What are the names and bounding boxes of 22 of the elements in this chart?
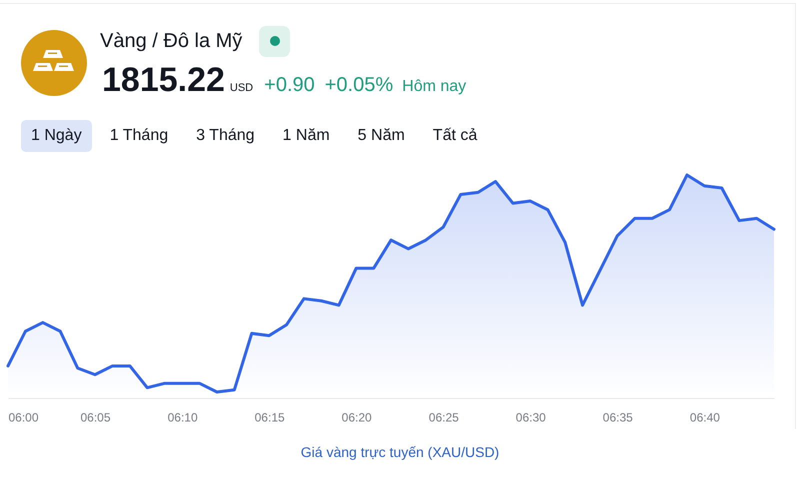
time-range-tab[interactable]: Tất cả [422,120,488,152]
x-tick-label: 06:25 [428,410,460,424]
text: +0.05% [324,74,394,97]
x-tick-label: 06:35 [602,410,634,424]
text: Giá vàng trực tuyến (XAU/USD) [300,444,500,460]
time-range-tab[interactable]: 3 Tháng [186,120,265,152]
x-tick-label: 06:40 [690,410,720,424]
text: Hôm nay [402,78,466,96]
x-tick-label: 06:30 [516,410,546,424]
x-tick-label: 06:05 [80,410,111,424]
x-tick-label: 06:00 [8,410,39,424]
x-tick-label: 06:20 [342,410,372,424]
text: +0.90 [264,74,315,97]
text: USD [230,82,254,94]
time-range-tab[interactable]: 1 Năm [272,120,340,152]
x-tick-label: 06:15 [254,410,285,424]
time-range-tab[interactable]: 1 Tháng [100,120,178,152]
chart-title: Vàng / Đô la Mỹ [100,29,242,53]
time-range-tab[interactable]: 1 Ngày [21,120,92,152]
x-tick-label: 06:10 [168,410,198,424]
time-range-tab[interactable]: 5 Năm [348,120,415,152]
text: 1815.22 [102,61,225,100]
